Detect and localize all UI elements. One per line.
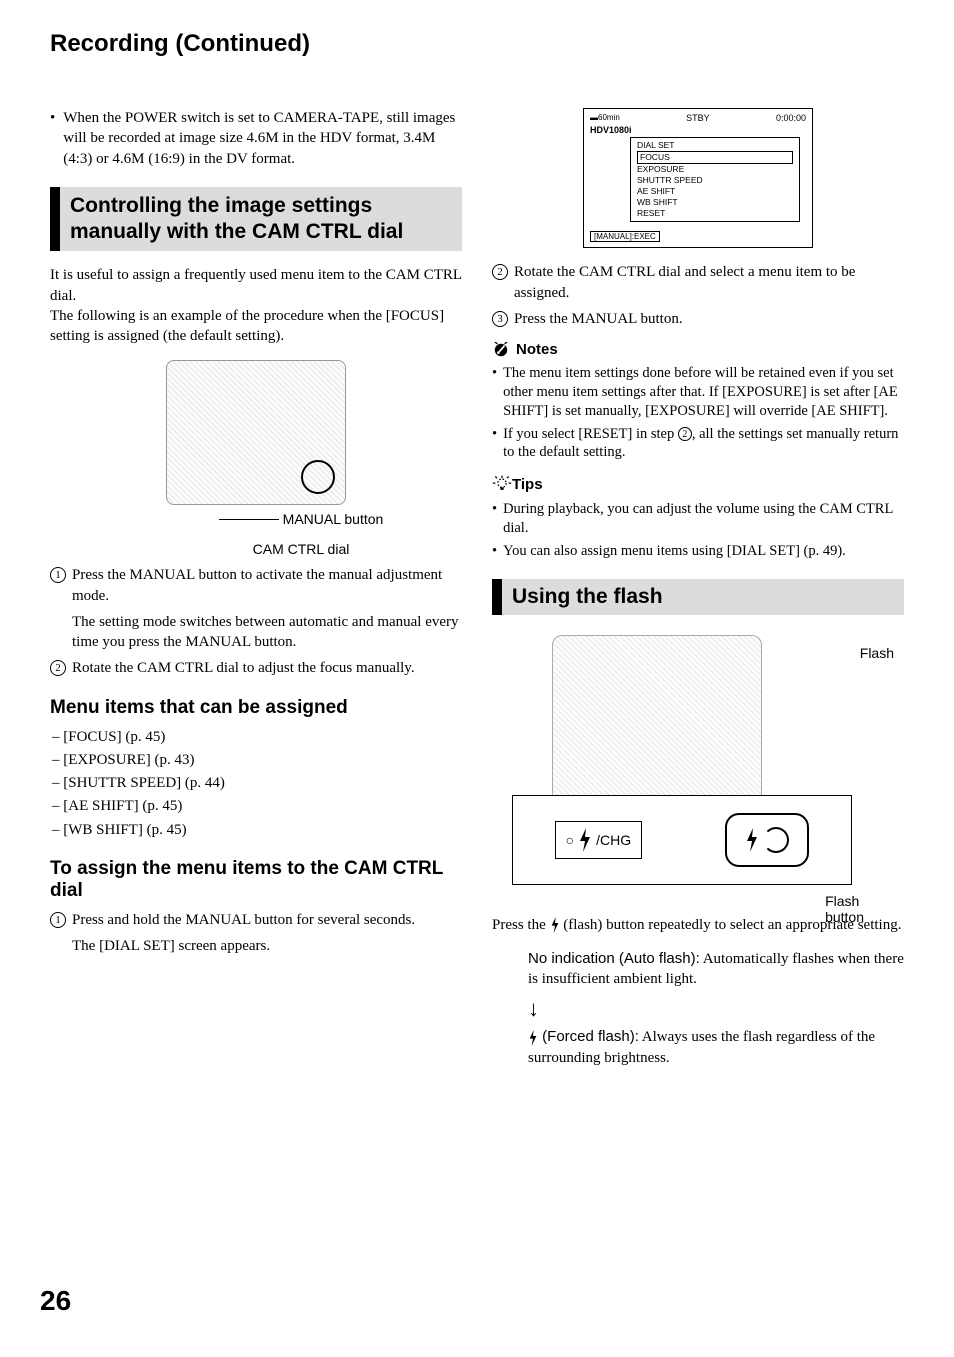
step-1-sub: The setting mode switches between automa… — [72, 612, 462, 653]
step-1: 1 Press the MANUAL button to activate th… — [50, 565, 462, 606]
auto-flash-label: No indication (Auto flash): — [528, 950, 700, 967]
note-item: The menu item settings done before will … — [492, 364, 904, 421]
auto-flash-block: No indication (Auto flash): Automaticall… — [528, 949, 904, 990]
flash-illustration: Flash ○ /CHG Flash button — [492, 635, 904, 895]
menu-item: AE SHIFT — [637, 186, 793, 197]
forced-flash-label: (Forced flash): — [538, 1028, 639, 1045]
dial-set-title: DIAL SET — [637, 140, 793, 151]
hdv-text: HDV1080i — [590, 125, 806, 135]
step-3-right: 3 Press the MANUAL button. — [492, 309, 904, 329]
flash-camera-drawing — [552, 635, 762, 815]
assign-step-1-sub: The [DIAL SET] screen appears. — [72, 936, 462, 956]
menu-item: EXPOSURE — [637, 164, 793, 175]
step-ref-icon: 2 — [678, 427, 692, 441]
down-arrow-icon: ↓ — [528, 994, 904, 1024]
step-number-icon: 3 — [492, 311, 508, 327]
power-note-text: When the POWER switch is set to CAMERA-T… — [63, 108, 462, 169]
flash-bolt-icon — [578, 828, 592, 852]
notes-icon — [492, 342, 510, 358]
cam-ctrl-dial-label: CAM CTRL dial — [253, 541, 350, 557]
columns: When the POWER switch is set to CAMERA-T… — [50, 108, 904, 1072]
tape-icon: ▬60min — [590, 113, 620, 123]
step-number-icon: 1 — [50, 567, 66, 583]
tip-item: You can also assign menu items using [DI… — [492, 542, 904, 561]
list-item: – [SHUTTR SPEED] (p. 44) — [52, 773, 462, 793]
section-heading-camctrl: Controlling the image settings manually … — [50, 187, 462, 252]
stby-text: STBY — [686, 113, 710, 123]
flash-label: Flash — [860, 645, 894, 661]
list-item: – [AE SHIFT] (p. 45) — [52, 796, 462, 816]
camera-drawing — [166, 360, 346, 505]
flash-bolt-icon — [745, 828, 759, 852]
step-number-icon: 1 — [50, 912, 66, 928]
camera-illustration: MANUAL button CAM CTRL dial — [50, 360, 462, 557]
forced-flash-block: (Forced flash): Always uses the flash re… — [528, 1027, 904, 1068]
step-2: 2 Rotate the CAM CTRL dial to adjust the… — [50, 658, 462, 678]
list-item: – [WB SHIFT] (p. 45) — [52, 820, 462, 840]
step-text: Rotate the CAM CTRL dial to adjust the f… — [72, 658, 415, 678]
right-column: ▬60min STBY 0:00:00 HDV1080i DIAL SET FO… — [492, 108, 904, 1072]
list-item: – [FOCUS] (p. 45) — [52, 727, 462, 747]
tips-icon — [492, 474, 512, 494]
flash-button-drawing — [725, 813, 809, 867]
step-text: Rotate the CAM CTRL dial and select a me… — [514, 262, 904, 303]
menu-item: RESET — [637, 208, 793, 219]
menu-item-focus: FOCUS — [637, 151, 793, 164]
intro-paragraph: It is useful to assign a frequently used… — [50, 265, 462, 346]
dial-set-menu: DIAL SET FOCUS EXPOSURE SHUTTR SPEED AE … — [630, 137, 800, 222]
left-column: When the POWER switch is set to CAMERA-T… — [50, 108, 462, 1072]
assign-heading: To assign the menu items to the CAM CTRL… — [50, 858, 462, 902]
lcd-screen-illustration: ▬60min STBY 0:00:00 HDV1080i DIAL SET FO… — [583, 108, 813, 248]
step-text: Press the MANUAL button to activate the … — [72, 565, 462, 606]
chg-indicator: ○ /CHG — [555, 821, 642, 859]
section-heading-flash: Using the flash — [492, 579, 904, 615]
step-number-icon: 2 — [50, 660, 66, 676]
tips-heading: Tips — [492, 474, 904, 494]
flash-bolt-icon — [550, 917, 560, 933]
timecode-text: 0:00:00 — [776, 113, 806, 123]
flash-bolt-icon — [528, 1030, 538, 1046]
notes-heading: Notes — [492, 341, 904, 358]
page-number: 26 — [40, 1285, 71, 1317]
flash-button-label: Flash button — [825, 893, 864, 925]
page-title: Recording (Continued) — [50, 30, 904, 58]
flash-inset-box: ○ /CHG — [512, 795, 852, 885]
lcd-footer: [MANUAL]:EXEC — [590, 231, 660, 242]
menu-item: SHUTTR SPEED — [637, 175, 793, 186]
assign-step-1: 1 Press and hold the MANUAL button for s… — [50, 910, 462, 930]
power-note: When the POWER switch is set to CAMERA-T… — [50, 108, 462, 169]
step-2-right: 2 Rotate the CAM CTRL dial and select a … — [492, 262, 904, 303]
manual-button-label: MANUAL button — [219, 511, 384, 527]
menu-item: WB SHIFT — [637, 197, 793, 208]
note-item: If you select [RESET] in step 2, all the… — [492, 425, 904, 463]
list-item: – [EXPOSURE] (p. 43) — [52, 750, 462, 770]
step-text: Press and hold the MANUAL button for sev… — [72, 910, 415, 930]
step-number-icon: 2 — [492, 264, 508, 280]
menu-items-heading: Menu items that can be assigned — [50, 697, 462, 719]
step-text: Press the MANUAL button. — [514, 309, 683, 329]
tip-item: During playback, you can adjust the volu… — [492, 500, 904, 538]
